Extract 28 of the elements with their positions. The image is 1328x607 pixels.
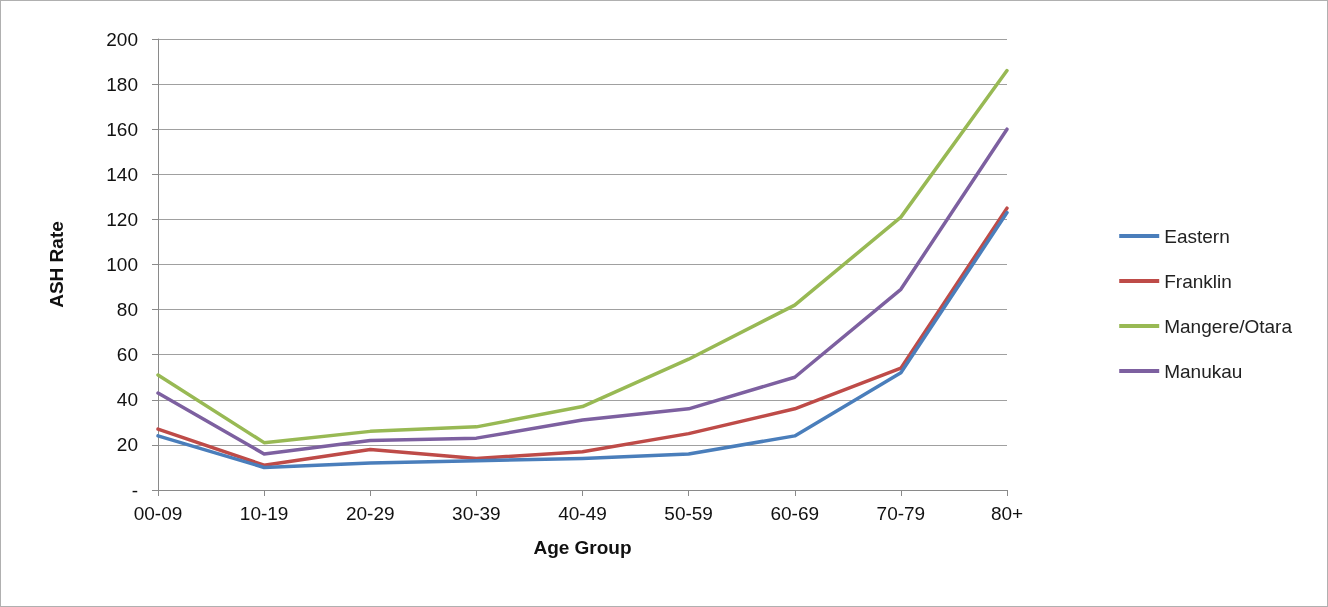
x-tick-label: 30-39	[452, 503, 501, 524]
y-tick-label: 180	[106, 73, 138, 95]
y-tick-label: 140	[106, 163, 138, 185]
x-tick-label: 50-59	[664, 503, 713, 524]
legend-label: Eastern	[1164, 225, 1230, 247]
y-tick-label: 160	[106, 118, 138, 140]
y-tick-label: 40	[116, 389, 138, 411]
line-series	[156, 127, 1009, 456]
y-tick-label: 80	[116, 299, 138, 321]
x-axis-title: Age Group	[533, 537, 632, 558]
x-tick-label: 10-19	[239, 503, 289, 524]
line-series	[156, 68, 1009, 445]
legend-label: Mangere/Otara	[1164, 315, 1293, 337]
y-tick-label: 60	[116, 344, 138, 366]
x-tick-label: 60-69	[770, 503, 820, 524]
legend-label: Franklin	[1164, 270, 1232, 292]
x-tick-label: 70-79	[876, 503, 926, 524]
y-tick-label: 100	[106, 254, 138, 275]
x-tick-label: 20-29	[345, 503, 395, 524]
x-tick-label: 00-09	[133, 503, 183, 524]
y-tick-label: 120	[106, 208, 138, 230]
x-tick-label: 80+	[990, 503, 1024, 524]
y-tick-label: -	[131, 479, 138, 501]
y-tick-label: 20	[116, 434, 138, 456]
x-tick-label: 40-49	[558, 503, 607, 524]
y-axis-title: ASH Rate	[46, 221, 67, 308]
legend-label: Manukau	[1164, 360, 1243, 382]
y-tick-label: 200	[106, 28, 138, 50]
